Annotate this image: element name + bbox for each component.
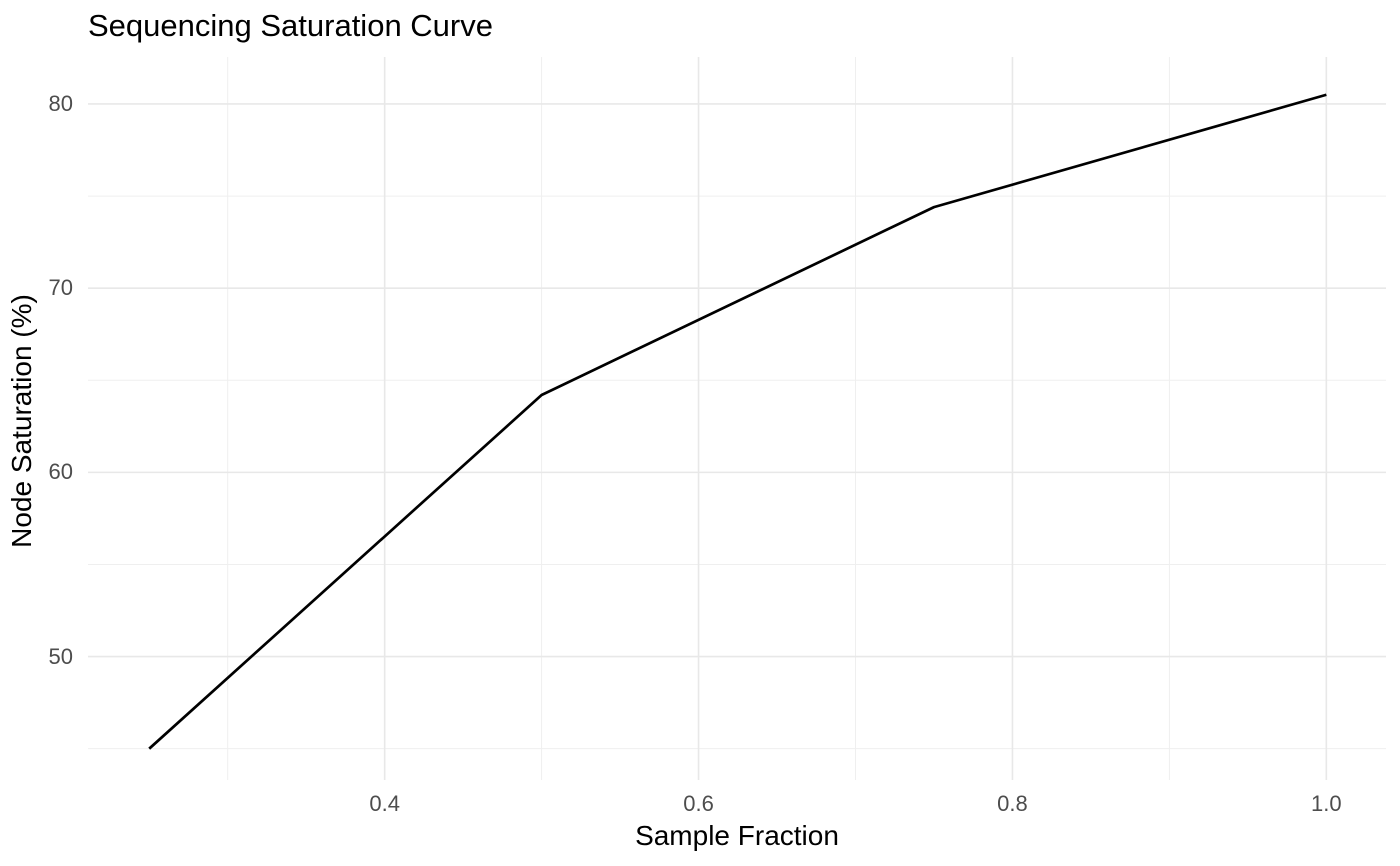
node-saturation-line [148,93,1327,750]
y-tick-label: 70 [48,275,73,301]
x-tick-label: 0.4 [369,791,400,816]
x-tick-label: 0.6 [683,791,714,816]
y-tick-label: 60 [48,459,73,485]
x-tick-label: 0.8 [997,791,1028,816]
x-tick-label: 1.0 [1311,791,1342,816]
y-axis-title: Node Saturation (%) [6,294,37,548]
x-axis-title: Sample Fraction [635,820,839,851]
chart-title: Sequencing Saturation Curve [88,8,493,43]
y-tick-label: 80 [48,90,73,116]
y-tick-label: 50 [48,643,73,669]
